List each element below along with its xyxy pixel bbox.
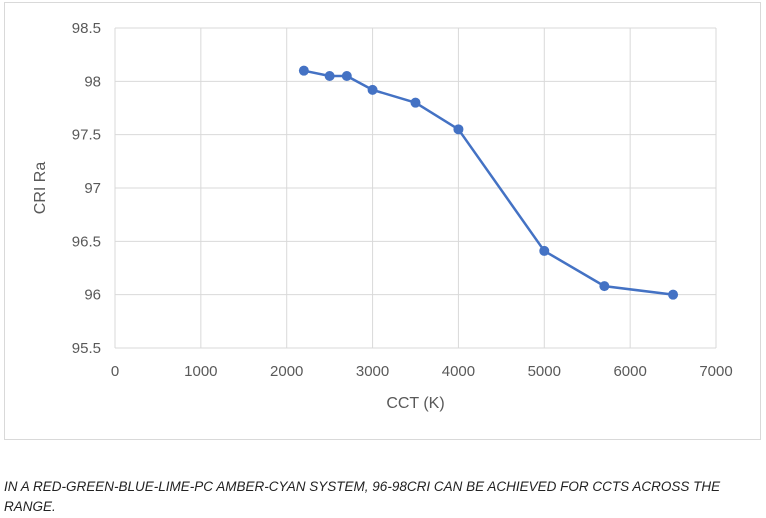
y-tick-label: 95.5 <box>72 340 101 357</box>
y-tick-label: 97.5 <box>72 127 101 144</box>
data-point <box>324 71 335 81</box>
y-tick-label: 96.5 <box>72 233 101 250</box>
y-tick-label: 96 <box>84 287 101 304</box>
y-tick-label: 98.5 <box>72 20 101 37</box>
x-tick-label: 6000 <box>613 363 646 380</box>
x-tick-label: 2000 <box>270 363 303 380</box>
x-tick-label: 5000 <box>528 363 561 380</box>
data-point <box>367 84 378 95</box>
y-tick-labels: 95.5 96 96.5 97 97.5 98 98.5 <box>72 20 101 357</box>
data-point <box>298 65 309 76</box>
y-tick-label: 98 <box>84 73 101 90</box>
x-tick-label: 3000 <box>356 363 389 380</box>
x-axis-title: CCT (K) <box>386 395 444 412</box>
x-tick-labels: 0 1000 2000 3000 4000 5000 6000 7000 <box>111 363 733 380</box>
data-point <box>341 71 352 81</box>
y-tick-label: 97 <box>84 180 101 197</box>
data-point <box>668 289 679 300</box>
data-point <box>599 281 610 292</box>
chart-frame: 95.5 96 96.5 97 97.5 98 98.5 0 1000 2000 3000 4000… <box>4 2 761 440</box>
x-tick-label: 7000 <box>699 363 732 380</box>
gridlines <box>114 27 717 349</box>
x-tick-label: 1000 <box>184 363 217 380</box>
cri-vs-cct-chart: 95.5 96 96.5 97 97.5 98 98.5 0 1000 2000 3000 4000… <box>32 20 733 412</box>
series-line <box>303 69 674 296</box>
figure-caption: In a red-green-blue-lime-PC amber-cyan s… <box>4 479 721 514</box>
data-point <box>410 97 421 108</box>
x-tick-label: 0 <box>111 363 119 380</box>
data-point <box>539 245 550 256</box>
data-point <box>453 124 464 135</box>
x-tick-label: 4000 <box>442 363 475 380</box>
y-axis-title: CRI Ra <box>32 162 49 215</box>
series-layer <box>298 65 679 300</box>
